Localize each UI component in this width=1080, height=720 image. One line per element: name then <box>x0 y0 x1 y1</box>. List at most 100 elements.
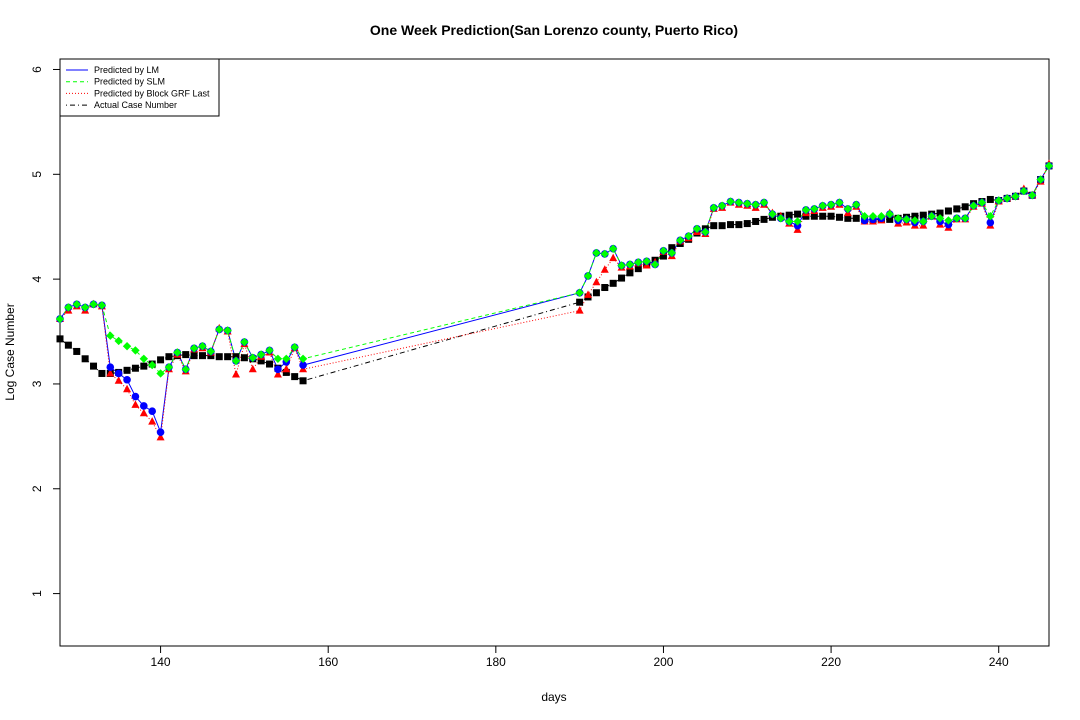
point-diamond <box>692 224 702 234</box>
point-square <box>601 284 609 292</box>
point-diamond <box>634 258 643 267</box>
point-square <box>986 195 994 203</box>
point-diamond <box>206 347 216 356</box>
legend-label-0: Predicted by LM <box>94 65 159 75</box>
point-diamond <box>801 205 811 215</box>
point-triangle <box>232 370 241 378</box>
point-square <box>886 215 894 223</box>
point-square <box>810 212 818 220</box>
point-circle <box>106 363 115 371</box>
point-diamond <box>642 257 651 266</box>
point-circle <box>131 392 140 401</box>
point-square <box>98 369 106 377</box>
point-square <box>760 215 768 223</box>
series-line-2 <box>59 163 1050 440</box>
y-tick-label: 2 <box>30 485 44 492</box>
point-square <box>198 352 206 360</box>
point-diamond <box>231 356 241 366</box>
point-diamond <box>97 301 107 310</box>
point-diamond <box>868 212 878 221</box>
point-diamond <box>290 343 299 352</box>
point-diamond <box>215 325 224 334</box>
point-diamond <box>1036 175 1045 184</box>
point-diamond <box>164 362 174 372</box>
point-triangle <box>114 376 123 384</box>
point-triangle <box>148 417 157 425</box>
point-diamond <box>826 200 836 209</box>
point-diamond <box>1011 192 1020 201</box>
point-square <box>844 214 852 222</box>
point-triangle <box>131 400 140 408</box>
point-triangle <box>248 364 257 373</box>
point-diamond <box>952 214 962 223</box>
series-line-3 <box>59 165 1050 382</box>
point-diamond <box>608 244 618 253</box>
point-diamond <box>181 365 190 374</box>
point-triangle <box>273 370 282 378</box>
point-square <box>668 244 676 252</box>
point-circle <box>140 402 148 410</box>
point-square <box>165 353 173 361</box>
legend-label-3: Actual Case Number <box>94 100 177 110</box>
point-square <box>961 203 969 211</box>
point-square <box>936 209 944 217</box>
point-triangle <box>609 253 618 262</box>
point-diamond <box>89 300 98 309</box>
point-square <box>157 356 165 364</box>
legend: Predicted by LM Predicted by SLMPredicted… <box>59 58 220 117</box>
point-square <box>944 207 952 215</box>
point-diamond <box>994 196 1003 205</box>
point-square <box>710 222 718 230</box>
x-tick-label: 140 <box>151 655 171 669</box>
point-diamond <box>759 198 769 207</box>
point-square <box>727 221 735 229</box>
point-diamond <box>944 216 953 225</box>
point-diamond <box>776 214 785 223</box>
point-square <box>852 214 860 222</box>
point-diamond <box>64 303 73 312</box>
point-square <box>240 354 248 362</box>
point-diamond <box>114 336 123 346</box>
point-square <box>609 279 617 287</box>
x-tick-label: 200 <box>653 655 673 669</box>
series-line-1 <box>59 165 1050 375</box>
point-diamond <box>927 212 936 221</box>
point-diamond <box>935 214 945 223</box>
point-diamond <box>139 354 149 363</box>
point-square <box>835 213 843 221</box>
point-square <box>90 362 98 370</box>
point-diamond <box>592 248 601 258</box>
point-diamond <box>256 350 266 359</box>
y-tick-label: 3 <box>30 380 44 387</box>
point-diamond <box>265 346 274 355</box>
x-axis-label: days <box>541 690 566 704</box>
point-diamond <box>734 198 744 207</box>
x-tick-label: 160 <box>318 655 338 669</box>
x-tick-label: 220 <box>821 655 841 669</box>
point-diamond <box>72 300 81 309</box>
point-diamond <box>298 354 308 363</box>
point-square <box>802 212 810 220</box>
y-tick-label: 6 <box>30 66 44 73</box>
point-diamond <box>131 346 140 355</box>
point-diamond <box>877 212 886 221</box>
point-diamond <box>575 288 584 297</box>
point-diamond <box>600 249 609 259</box>
legend-box <box>59 58 220 117</box>
point-diamond <box>743 199 752 208</box>
point-square <box>257 357 265 365</box>
point-square <box>827 212 835 220</box>
point-diamond <box>784 217 794 226</box>
point-triangle <box>156 432 165 441</box>
point-diamond <box>240 337 249 347</box>
point-square <box>123 366 131 374</box>
point-diamond <box>810 204 819 214</box>
point-square <box>215 353 223 361</box>
point-square <box>56 335 64 343</box>
point-triangle <box>584 290 593 298</box>
point-square <box>659 252 667 260</box>
point-square <box>224 353 232 361</box>
x-tick-label: 180 <box>486 655 506 669</box>
point-circle <box>986 218 995 227</box>
legend-label-1: Predicted by SLM <box>94 77 165 87</box>
